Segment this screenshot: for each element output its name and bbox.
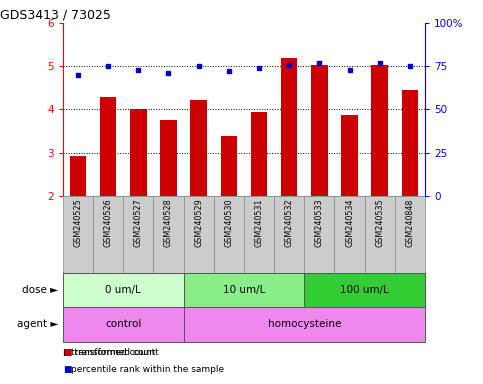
Bar [334,196,365,273]
Bar [251,112,267,196]
Bar [244,196,274,273]
Bar [190,100,207,196]
Bar [70,156,86,196]
Bar [123,196,154,273]
Text: GSM240535: GSM240535 [375,198,384,247]
Bar [341,114,358,196]
Text: GSM240848: GSM240848 [405,198,414,247]
Text: GSM240530: GSM240530 [224,198,233,247]
Bar [304,273,425,307]
Text: GSM240525: GSM240525 [73,198,83,247]
Text: GSM240527: GSM240527 [134,198,143,247]
Text: agent ►: agent ► [16,319,58,329]
Text: GSM240526: GSM240526 [103,198,113,247]
Bar [371,65,388,196]
Text: ■ transformed count: ■ transformed count [63,348,158,357]
Text: 100 um/L: 100 um/L [340,285,389,295]
Text: 0 um/L: 0 um/L [105,285,141,295]
Bar [304,196,334,273]
Text: GSM240533: GSM240533 [315,198,324,247]
Bar [281,58,298,196]
Text: GSM240534: GSM240534 [345,198,354,247]
Bar [184,196,213,273]
Bar [63,196,93,273]
Text: percentile rank within the sample: percentile rank within the sample [71,365,225,374]
Bar [311,65,327,196]
Text: 10 um/L: 10 um/L [223,285,265,295]
Text: GDS3413 / 73025: GDS3413 / 73025 [0,9,111,22]
Bar [402,90,418,196]
Bar [213,196,244,273]
Text: GSM240528: GSM240528 [164,198,173,247]
Text: GSM240529: GSM240529 [194,198,203,247]
Bar [274,196,304,273]
Text: transformed count: transformed count [71,348,156,357]
Bar [93,196,123,273]
Bar [184,307,425,342]
Bar [365,196,395,273]
Bar [100,97,116,196]
Text: control: control [105,319,142,329]
Bar [184,273,304,307]
Bar [63,273,184,307]
Bar [130,109,146,196]
Text: dose ►: dose ► [22,285,58,295]
Bar [395,196,425,273]
Text: ■: ■ [63,365,71,374]
Bar [154,196,184,273]
Bar [160,120,177,196]
Text: homocysteine: homocysteine [268,319,341,329]
Text: ■: ■ [63,348,71,357]
Text: GSM240532: GSM240532 [284,198,294,247]
Bar [221,136,237,196]
Bar [63,307,184,342]
Text: GSM240531: GSM240531 [255,198,264,247]
